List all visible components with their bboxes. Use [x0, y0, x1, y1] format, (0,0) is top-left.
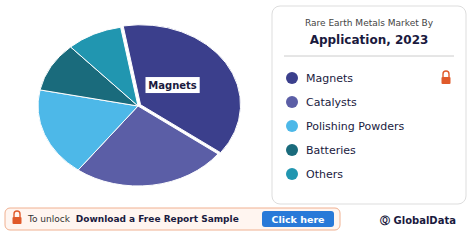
- lock-icon: [13, 211, 22, 224]
- legend-swatch: [286, 72, 298, 84]
- pie: [38, 25, 241, 186]
- legend-label: Others: [306, 168, 343, 181]
- legend-label: Catalysts: [306, 96, 357, 109]
- legend-swatch: [286, 144, 298, 156]
- legend-box: [272, 6, 466, 204]
- click-button[interactable]: [262, 211, 334, 227]
- download-text: Download a Free Report Sample: [76, 214, 239, 224]
- legend-swatch: [286, 168, 298, 180]
- unlock-bar: To unlock Download a Free Report Sample C…: [5, 208, 340, 230]
- title: Rare Earth Metals Market By: [305, 18, 434, 28]
- lock-body: [13, 217, 22, 224]
- legend-swatch: [286, 120, 298, 132]
- label-box: [145, 77, 199, 93]
- legend: Rare Earth Metals Market By Application, …: [272, 6, 466, 204]
- legend-label: Polishing Powders: [306, 120, 405, 133]
- lock-body: [442, 77, 451, 84]
- subtitle: Application, 2023: [310, 33, 429, 47]
- unlock-text: To unlock: [27, 214, 73, 224]
- lock-shackle: [14, 211, 20, 217]
- legend-label: Magnets: [306, 72, 353, 85]
- logo: Ⓠ GlobalData: [380, 215, 456, 226]
- lock-shackle: [443, 71, 449, 77]
- chart: Magnets Rare Earth Metals Market By Applic…: [0, 0, 474, 234]
- lock-icon: [442, 71, 451, 84]
- divider: [284, 56, 454, 57]
- legend-label: Batteries: [306, 144, 356, 157]
- slice-label: Magnets: [148, 80, 197, 91]
- unlock-box: [5, 208, 340, 230]
- legend-swatch: [286, 96, 298, 108]
- pie-slice: [71, 27, 138, 106]
- click-text[interactable]: Click here: [271, 214, 324, 225]
